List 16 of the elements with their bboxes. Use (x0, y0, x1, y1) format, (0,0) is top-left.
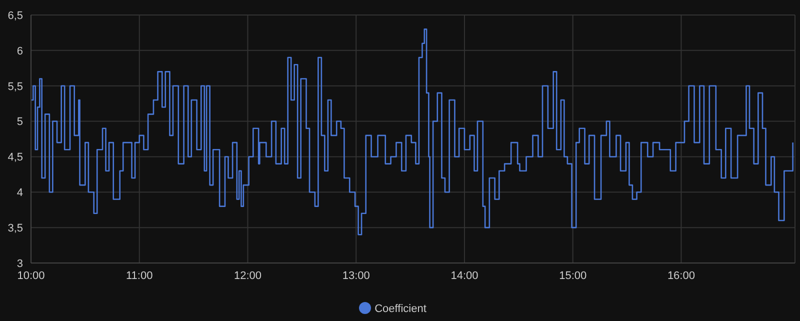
y-tick-label: 4 (16, 187, 23, 200)
x-tick-label: 15:00 (559, 270, 587, 282)
y-tick-label: 3 (16, 258, 23, 270)
y-tick-label: 6 (16, 45, 23, 58)
y-tick-label: 3,5 (8, 222, 23, 234)
x-tick-label: 14:00 (450, 270, 478, 282)
y-tick-label: 6,5 (8, 10, 23, 22)
x-tick-label: 10:00 (17, 270, 45, 282)
x-tick-label: 13:00 (342, 270, 370, 282)
x-tick-label: 12:00 (234, 270, 262, 282)
y-tick-label: 4,5 (8, 152, 23, 164)
y-tick-label: 5,5 (8, 80, 23, 93)
x-tick-label: 16:00 (667, 270, 695, 282)
legend-label: Coefficient (374, 303, 426, 315)
x-tick-label: 11:00 (126, 270, 153, 282)
y-tick-label: 5 (16, 116, 23, 128)
